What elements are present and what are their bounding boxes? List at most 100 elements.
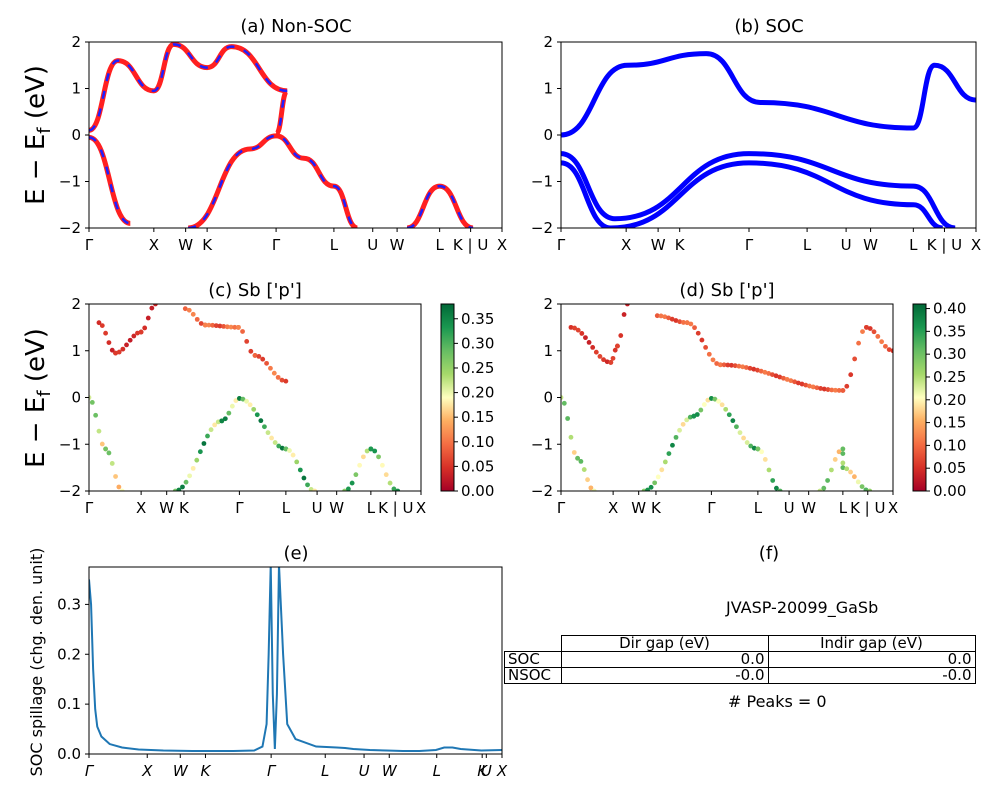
- band-point-d: [788, 378, 794, 384]
- band-point-c: [391, 486, 397, 491]
- band-point-d: [844, 466, 850, 472]
- nsoc-dir-gap: -0.0: [560, 667, 769, 684]
- band-point-c: [229, 403, 235, 409]
- band-point-c: [180, 484, 185, 490]
- gap-table: Dir gap (eV) Indir gap (eV) SOC 0.0 0.0 …: [504, 635, 976, 684]
- band-point-c: [279, 377, 285, 383]
- ytick-label-b: −1: [531, 173, 553, 191]
- band-point-d: [740, 364, 746, 370]
- band-point-c: [219, 418, 225, 424]
- band-point-c: [109, 461, 115, 466]
- band-point-d: [825, 478, 830, 483]
- band-point-d: [729, 362, 734, 368]
- band-point-c: [116, 349, 122, 355]
- band-point-c: [251, 406, 257, 412]
- xtick-label-e: X: [141, 762, 153, 780]
- band-point-d: [621, 312, 627, 317]
- band-point-d: [737, 430, 743, 436]
- band-point-c: [240, 396, 246, 402]
- band-point-c: [287, 448, 292, 453]
- plot-frame-b: [560, 41, 977, 229]
- band-point-d: [625, 304, 630, 307]
- col-indir-gap: Indir gap (eV): [767, 635, 976, 652]
- title-f: (f): [759, 543, 779, 564]
- band-point-c: [349, 480, 355, 486]
- plot-frame-e: [88, 566, 503, 755]
- xtick-label-d: L: [754, 499, 763, 517]
- xtick-label-d: Γ: [557, 499, 566, 517]
- soc-indir-gap: 0.0: [767, 651, 976, 668]
- xtick-label-b: U: [841, 236, 852, 254]
- band-point-c: [131, 333, 137, 339]
- band-point-c: [172, 488, 178, 491]
- colorbar-tick-label-c: 0.20: [461, 384, 494, 402]
- band-point-c: [124, 342, 129, 348]
- band-point-c: [212, 422, 218, 428]
- band-point-d: [662, 314, 668, 320]
- band-point-d: [695, 330, 701, 336]
- band-point-d: [840, 465, 846, 471]
- band-point-d: [597, 353, 603, 359]
- colorbar-tick-label-c: 0.10: [461, 433, 494, 451]
- band-point-c: [360, 454, 366, 460]
- band-point-c: [258, 418, 264, 424]
- xtick-label-c: L: [282, 499, 291, 517]
- band-point-c: [190, 311, 196, 317]
- band-point-d: [840, 451, 846, 456]
- band-line-b: [561, 51, 976, 138]
- band-point-c: [256, 354, 262, 359]
- xtick-label-a: L: [330, 236, 339, 254]
- xtick-label-d: X: [888, 499, 898, 517]
- band-point-c: [206, 322, 212, 328]
- band-point-c: [236, 396, 242, 401]
- band-point-c: [383, 472, 389, 478]
- band-point-c: [364, 448, 370, 454]
- xtick-label-c: K: [179, 499, 190, 517]
- band-point-c: [268, 365, 273, 371]
- band-point-c: [149, 305, 155, 311]
- band-point-d: [716, 398, 721, 404]
- band-point-c: [135, 330, 140, 336]
- band-point-d: [848, 469, 853, 475]
- band-point-c: [127, 337, 133, 343]
- band-point-c: [201, 441, 207, 446]
- band-point-d: [860, 329, 865, 335]
- band-point-c: [99, 441, 105, 447]
- band-point-d: [652, 480, 658, 486]
- ytick-label-c: −1: [59, 435, 81, 453]
- band-point-c: [272, 440, 278, 445]
- title-d: (d) Sb ['p']: [679, 280, 774, 301]
- band-point-d: [723, 406, 729, 412]
- title-a: (a) Non-SOC: [240, 16, 351, 37]
- band-point-d: [701, 402, 707, 407]
- xtick-label-a: Γ: [272, 236, 281, 254]
- colorbar-tick-label-d: 0.05: [933, 459, 966, 477]
- band-point-d: [591, 488, 597, 491]
- band-point-d: [821, 386, 827, 392]
- band-point-d: [818, 386, 823, 391]
- ytick-label-b: 2: [543, 33, 553, 51]
- bands-a: [89, 42, 474, 228]
- band-point-c: [342, 488, 348, 491]
- xtick-label-d: W: [631, 499, 646, 517]
- band-point-c: [232, 324, 238, 330]
- band-point-d: [851, 474, 857, 480]
- band-point-c: [269, 435, 274, 441]
- band-point-d: [748, 443, 754, 449]
- band-point-c: [308, 486, 314, 491]
- band-point-d: [890, 348, 893, 354]
- xtick-label-e: Γ: [267, 762, 277, 780]
- band-point-c: [221, 324, 227, 329]
- band-point-d: [568, 324, 574, 330]
- xtick-label-d: L: [839, 499, 848, 517]
- band-point-d: [758, 368, 764, 374]
- band-point-c: [248, 348, 254, 354]
- band-point-c: [187, 473, 193, 479]
- band-point-d: [770, 478, 776, 483]
- band-point-c: [345, 486, 351, 491]
- xtick-label-a: Γ: [85, 236, 94, 254]
- band-point-d: [867, 488, 873, 491]
- band-point-d: [833, 387, 838, 393]
- colorbar-tick-label-d: 0.35: [933, 322, 966, 340]
